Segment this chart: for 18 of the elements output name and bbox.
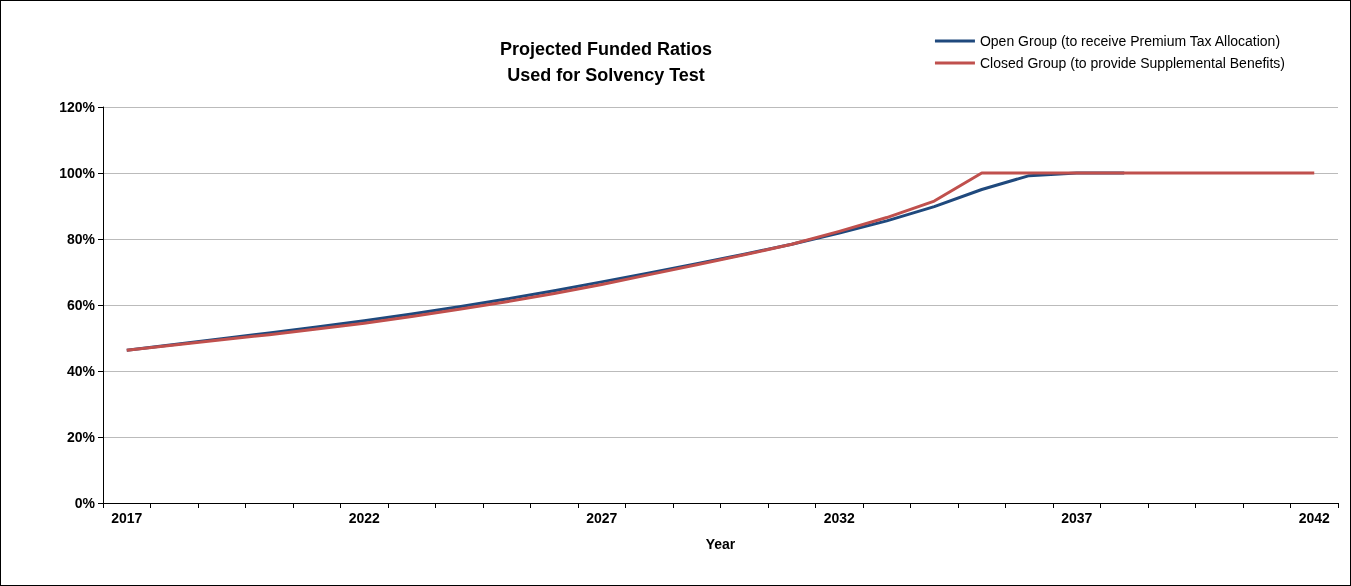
y-tick-label: 40% [66, 363, 96, 379]
x-tick-label: 2027 [586, 510, 618, 526]
x-tick-label: 2017 [111, 510, 143, 526]
y-tick-label: 20% [66, 429, 96, 445]
chart-title: Projected Funded Ratios Used for Solvency Test [499, 39, 713, 85]
x-tick-label: 2037 [1061, 510, 1093, 526]
x-tick-label: 2022 [348, 510, 381, 526]
line-series [125, 171, 1316, 352]
legend-label: Closed Group (to provide Supplemental Benefits) [979, 55, 1286, 71]
x-axis-title: Year [705, 536, 736, 552]
y-tick-label: 80% [66, 231, 96, 247]
y-tick-label: 60% [66, 297, 96, 313]
legend-label: Open Group (to receive Premium Tax Allocation) [979, 33, 1281, 49]
y-tick-label: 0% [74, 495, 96, 511]
y-tick-label: 120% [59, 99, 96, 115]
x-tick-label: 2032 [823, 510, 856, 526]
x-tick-label: 2042 [1298, 510, 1331, 526]
y-tick-label: 100% [59, 165, 96, 181]
